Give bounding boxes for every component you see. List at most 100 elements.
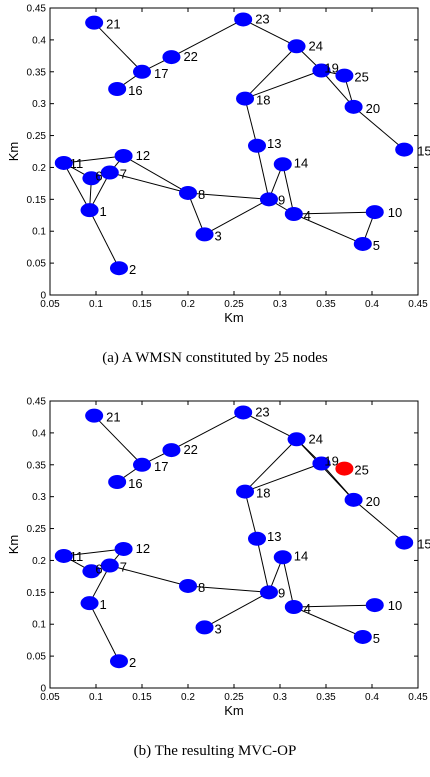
node-18 (236, 484, 255, 499)
node-label-6: 6 (95, 168, 102, 183)
node-label-1: 1 (100, 204, 107, 219)
edge-line (244, 463, 322, 493)
node-14 (273, 157, 292, 172)
node-label-3: 3 (215, 621, 222, 636)
y-tick-label: 0.45 (27, 397, 47, 408)
edge-line (89, 602, 120, 662)
y-tick-label: 0.2 (32, 163, 46, 174)
edge-line (244, 491, 258, 539)
y-tick-label: 0.35 (27, 460, 47, 471)
node-23 (234, 12, 253, 27)
node-9 (259, 585, 278, 600)
node-13 (248, 531, 266, 546)
edge-line (242, 19, 297, 47)
edge-line (321, 463, 354, 501)
x-tick-label: 0.05 (40, 692, 60, 703)
node-19 (312, 63, 331, 78)
node-4 (284, 600, 303, 615)
node-9 (259, 192, 278, 207)
edge-line (93, 415, 143, 466)
edge-line (109, 565, 189, 587)
node-label-9: 9 (278, 585, 285, 600)
node-1 (80, 203, 99, 218)
x-tick-label: 0.45 (408, 299, 428, 310)
node-label-14: 14 (294, 155, 308, 170)
edge-line (353, 106, 405, 150)
x-tick-label: 0.1 (89, 692, 103, 703)
node-10 (365, 205, 384, 220)
edge-line (204, 591, 270, 628)
y-tick-label: 0.3 (32, 492, 46, 503)
node-label-15: 15 (417, 537, 430, 552)
edge-line (293, 606, 363, 638)
edge-line (293, 604, 375, 608)
node-3 (195, 227, 214, 242)
y-tick-label: 0.1 (32, 620, 46, 631)
node-label-5: 5 (373, 631, 380, 646)
y-tick-label: 0.15 (27, 195, 47, 206)
x-tick-label: 0.2 (181, 299, 195, 310)
edge-line (123, 155, 189, 194)
edge-line (93, 22, 143, 73)
node-label-17: 17 (154, 459, 168, 474)
node-label-12: 12 (136, 148, 150, 163)
edge-line (242, 412, 297, 440)
node-label-23: 23 (255, 11, 269, 26)
y-tick-label: 0.05 (27, 259, 47, 270)
node-label-8: 8 (198, 580, 205, 595)
node-label-22: 22 (183, 442, 197, 457)
node-label-13: 13 (267, 136, 281, 151)
node-label-2: 2 (129, 655, 136, 670)
node-label-17: 17 (154, 66, 168, 81)
edge-line (63, 155, 124, 164)
node-14 (273, 550, 292, 565)
edge-line (244, 70, 322, 100)
y-tick-label: 0.4 (32, 428, 46, 439)
edge-line (244, 45, 297, 99)
node-2 (110, 261, 128, 276)
node-16 (108, 81, 127, 96)
node-5 (353, 236, 372, 251)
y-tick-label: 0.35 (27, 67, 47, 78)
edge-line (282, 164, 295, 215)
node-label-22: 22 (183, 49, 197, 64)
node-label-1: 1 (100, 597, 107, 612)
node-label-7: 7 (120, 560, 127, 575)
edge-line (63, 162, 90, 211)
node-8 (179, 185, 197, 200)
node-label-18: 18 (256, 486, 270, 501)
node-label-20: 20 (366, 101, 380, 116)
node-18 (236, 91, 255, 106)
y-tick-label: 0 (40, 684, 46, 695)
node-15 (395, 142, 414, 157)
node-11 (54, 155, 73, 170)
node-label-18: 18 (256, 93, 270, 108)
node-13 (248, 138, 266, 153)
node-7 (100, 558, 119, 573)
edge-line (244, 98, 258, 146)
node-7 (100, 165, 119, 180)
plot-frame (49, 7, 419, 296)
y-tick-label: 0.05 (27, 652, 47, 663)
x-tick-label: 0.35 (316, 692, 336, 703)
edge-line (256, 145, 270, 200)
node-15 (395, 535, 414, 550)
edge-line (204, 198, 270, 235)
node-label-2: 2 (129, 262, 136, 277)
x-tick-label: 0.25 (224, 299, 244, 310)
node-label-12: 12 (136, 541, 150, 556)
edge-line (353, 499, 405, 543)
node-label-16: 16 (128, 476, 142, 491)
node-24 (287, 432, 306, 447)
node-11 (54, 548, 73, 563)
node-8 (179, 578, 197, 593)
node-1 (80, 596, 99, 611)
node-label-23: 23 (255, 404, 269, 419)
node-17 (133, 457, 151, 472)
node-10 (365, 598, 384, 613)
node-20 (344, 99, 363, 114)
node-6 (82, 171, 101, 186)
node-19 (312, 456, 331, 471)
node-label-24: 24 (309, 38, 323, 53)
y-tick-label: 0.25 (27, 524, 47, 535)
